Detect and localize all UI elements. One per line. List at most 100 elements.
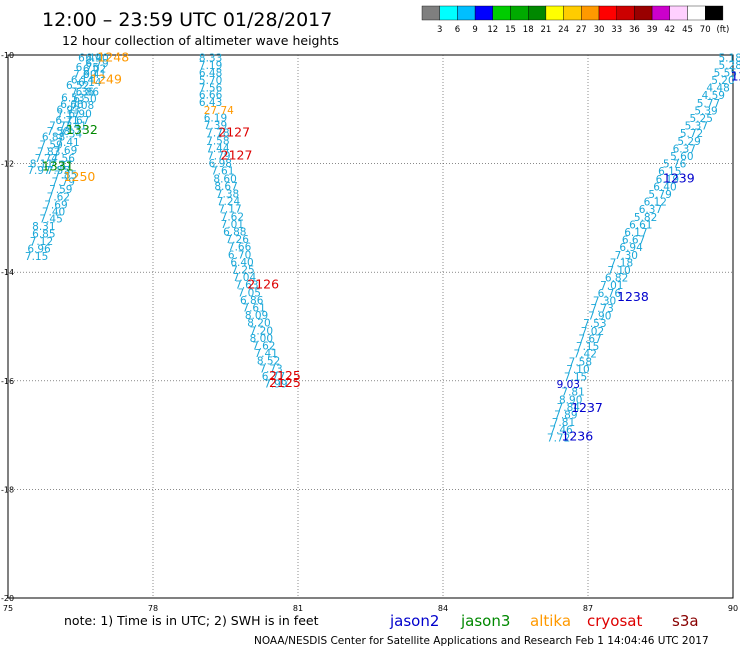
legend-s3a: s3a xyxy=(672,612,699,630)
swh-value-label: 7.38 xyxy=(216,188,239,200)
colorbar-swatch xyxy=(634,5,653,21)
pass-number-label: 2126 xyxy=(247,277,279,292)
swh-value-label: 7.53 xyxy=(583,318,606,330)
swh-value-label: 8.09 xyxy=(245,310,268,322)
swh-value-label: 7.18 xyxy=(610,257,633,269)
pass-number-label: 1250 xyxy=(64,169,96,184)
chart-title: 12:00 – 23:59 UTC 01/28/2017 xyxy=(42,9,332,31)
swh-value-label: 7.67 xyxy=(66,115,89,127)
y-tick-label: -10 xyxy=(1,51,14,60)
swh-value-label: 7.10 xyxy=(566,364,589,376)
swh-value-label: 7.58 xyxy=(47,126,70,138)
swh-value-label: 7.34 xyxy=(59,129,83,141)
swh-value-label: 7.25 xyxy=(231,264,254,276)
pass-number-label: 1238 xyxy=(617,289,649,304)
swh-value-label: 6.70 xyxy=(228,249,251,261)
swh-value-label: 6.37 xyxy=(673,143,696,155)
swh-value-label: 7.58 xyxy=(206,135,229,147)
swh-value-label: 7.15 xyxy=(25,251,48,263)
swh-value-label: 8.31 xyxy=(32,221,55,233)
swh-value-label: 6.88 xyxy=(223,226,246,238)
y-tick-label: -16 xyxy=(1,377,14,386)
swh-value-label: 5.20 xyxy=(711,75,734,87)
swh-value-label: 7.24 xyxy=(217,196,241,208)
swh-value-label: 5.76 xyxy=(663,159,687,171)
swh-value-label: 8.00 xyxy=(250,333,273,345)
swh-value-label: 7.17 xyxy=(56,110,79,122)
swh-value-label: 6.15 xyxy=(658,166,681,178)
swh-value-label: 7.36 xyxy=(71,86,95,98)
swh-value-label: 6.17 xyxy=(624,227,647,239)
colorbar-label: 3 xyxy=(437,25,442,35)
swh-value-label: 6.98 xyxy=(209,158,232,170)
colorbar-swatch xyxy=(439,5,458,21)
swh-value-label: 6.82 xyxy=(605,273,628,285)
swh-value-label: 8.20 xyxy=(247,318,270,330)
colorbar-swatch xyxy=(492,5,511,21)
swh-value-label: 7.62 xyxy=(47,192,70,204)
swh-value-label: 6.50 xyxy=(73,93,96,105)
swh-value-label: 6.41 xyxy=(83,69,106,81)
data-points: 6.406.796.496.026.757.906.416.146.146.52… xyxy=(25,53,740,445)
swh-value-label: 7.72 xyxy=(547,432,570,444)
swh-value-label: 27.74 xyxy=(204,105,234,117)
swh-value-label: 5.79 xyxy=(648,189,671,201)
chart-subtitle: 12 hour collection of altimeter wave hei… xyxy=(62,33,339,48)
swh-value-label: 6.75 xyxy=(76,62,99,74)
swh-value-label: 7.85 xyxy=(54,169,77,181)
y-tick-label: -20 xyxy=(1,594,14,603)
swh-value-label: 4.59 xyxy=(702,90,725,102)
colorbar-swatch xyxy=(457,5,476,21)
x-tick-label: 78 xyxy=(148,604,158,613)
x-tick-label: 90 xyxy=(728,604,738,613)
swh-value-label: 7.61 xyxy=(242,302,265,314)
swh-value-label: 6.12 xyxy=(644,197,667,209)
swh-value-label: 7.97 xyxy=(27,165,50,177)
swh-value-label: 8.90 xyxy=(559,394,582,406)
swh-value-label: 6.40 xyxy=(653,181,676,193)
pass-number-label: 2127 xyxy=(221,147,253,162)
swh-value-label: 7.69 xyxy=(44,199,67,211)
swh-value-label: 7.99 xyxy=(264,379,287,391)
swh-value-label: 6.66 xyxy=(60,99,84,111)
swh-value-label: 5.72 xyxy=(680,128,703,140)
y-tick-label: -18 xyxy=(1,485,14,494)
swh-value-label: 9.03 xyxy=(557,379,580,391)
swh-value-label: 7.30 xyxy=(615,250,638,262)
x-tick-label: 75 xyxy=(3,604,13,613)
swh-value-label: 7.62 xyxy=(221,211,244,223)
swh-value-label: 6.43 xyxy=(199,97,222,109)
swh-value-label: 6.77 xyxy=(262,371,285,383)
swh-value-label: 7.56 xyxy=(52,153,76,165)
swh-value-label: 4.48 xyxy=(706,83,729,95)
colorbar-label: 30 xyxy=(594,25,605,35)
y-tick-label: -12 xyxy=(1,160,14,169)
colorbar-swatch xyxy=(474,5,494,21)
swh-value-label: 7.61 xyxy=(211,166,234,178)
swh-value-label: 7.81 xyxy=(552,417,575,429)
colorbar-label: 24 xyxy=(558,25,569,35)
swh-value-label: 7.67 xyxy=(578,333,601,345)
swh-value-label: 7.56 xyxy=(199,83,223,95)
x-tick-label: 81 xyxy=(293,604,303,613)
swh-value-label: 7.41 xyxy=(255,348,278,360)
colorbar-label: 42 xyxy=(664,25,675,35)
colorbar-swatch xyxy=(705,5,724,21)
swh-value-label: 8.52 xyxy=(257,356,280,368)
swh-value-label: 6.79 xyxy=(85,58,108,70)
colorbar-label: 18 xyxy=(523,25,534,35)
colorbar-swatch xyxy=(598,5,617,21)
swh-value-label: 7.90 xyxy=(73,69,96,81)
swh-value-label: 7.83 xyxy=(37,147,60,159)
swh-value-label: 7.42 xyxy=(574,349,597,361)
swh-value-label: 7.10 xyxy=(607,265,630,277)
legend-altika: altika xyxy=(530,612,571,630)
swh-value-label: 7.79 xyxy=(52,177,75,189)
swh-value-label: 6.86 xyxy=(76,86,100,98)
swh-value-label: 6.14 xyxy=(71,74,95,86)
swh-value-label: 7.12 xyxy=(30,236,53,248)
swh-value-label: 5.55 xyxy=(714,67,737,79)
pass-number-label: 2125 xyxy=(269,368,301,383)
pass-number-label: 1239 xyxy=(663,170,695,185)
colorbar-swatch xyxy=(545,5,564,21)
